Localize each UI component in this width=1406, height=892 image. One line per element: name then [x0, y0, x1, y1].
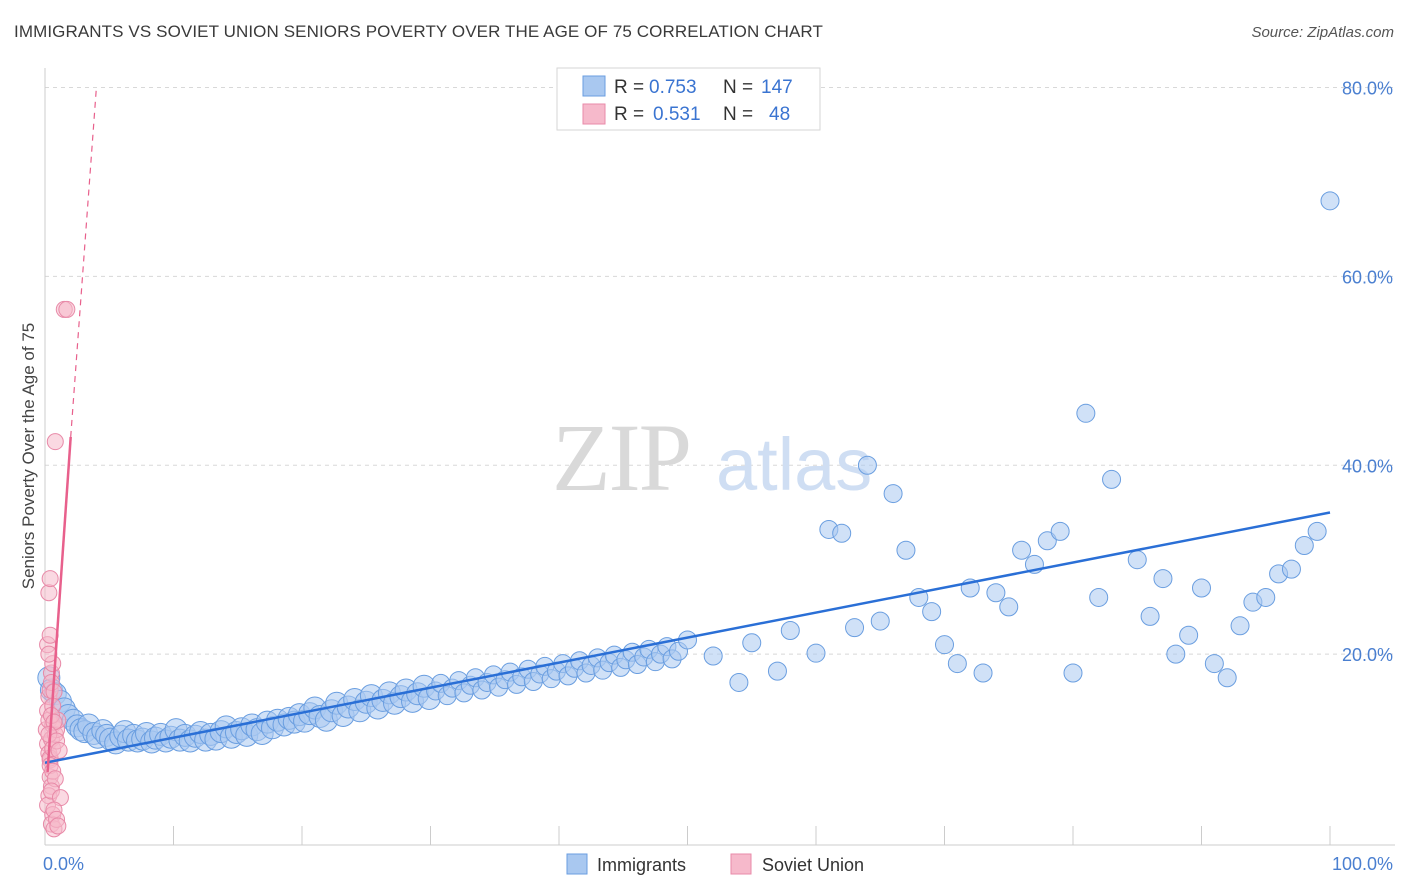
immigrants-point	[1320, 191, 1340, 211]
immigrants-point	[1217, 668, 1237, 688]
immigrants-point	[896, 540, 916, 560]
immigrants-point	[1076, 403, 1096, 423]
source-label: Source: ZipAtlas.com	[1251, 24, 1394, 41]
immigrants-point	[1307, 521, 1327, 541]
soviet-point	[50, 741, 68, 759]
x-tick-labels: 0.0% 100.0%	[43, 854, 1393, 874]
immigrants-point	[1140, 606, 1160, 626]
chart-title: IMMIGRANTS VS SOVIET UNION SENIORS POVER…	[14, 22, 823, 41]
watermark-zip: ZIP	[552, 404, 690, 511]
immigrants-point	[767, 661, 787, 681]
soviet-point	[46, 433, 64, 451]
y-axis-title: Seniors Poverty Over the Age of 75	[19, 323, 38, 589]
x-tick-label-max: 100.0%	[1332, 854, 1393, 874]
immigrants-point	[703, 646, 723, 666]
soviet-point	[58, 300, 76, 318]
y-tick-label: 60.0%	[1342, 267, 1393, 287]
immigrants-point	[1037, 531, 1057, 551]
legend-n-value-2: 48	[769, 104, 790, 125]
bottom-legend-swatch-soviet	[730, 853, 752, 875]
immigrants-point	[1179, 625, 1199, 645]
immigrants-point	[947, 654, 967, 674]
immigrants-point	[1153, 569, 1173, 589]
immigrants-point	[870, 611, 890, 631]
legend-r-label-2: R =	[614, 104, 644, 125]
immigrants-point	[1102, 469, 1122, 489]
immigrants-point	[1050, 521, 1070, 541]
immigrants-point	[883, 484, 903, 504]
immigrants-point	[780, 621, 800, 641]
bottom-legend-swatch-immigrants	[566, 853, 588, 875]
legend-swatch-immigrants	[582, 75, 606, 97]
watermark: ZIP atlas	[552, 404, 872, 511]
legend-r-value-1: 0.753	[649, 77, 697, 98]
y-tick-labels: 20.0% 40.0% 60.0% 80.0%	[1342, 79, 1393, 666]
legend-r-label-1: R =	[614, 77, 644, 98]
immigrants-point	[973, 663, 993, 683]
legend-n-label-1: N =	[723, 77, 753, 98]
immigrants-point	[1204, 654, 1224, 674]
legend-swatch-soviet	[582, 103, 606, 125]
y-tick-label: 80.0%	[1342, 79, 1393, 99]
soviet-point	[41, 570, 59, 588]
immigrants-point	[806, 643, 826, 663]
bottom-legend: Immigrants Soviet Union	[566, 853, 864, 875]
soviet-trend-extension	[70, 87, 97, 437]
immigrants-point	[922, 602, 942, 622]
legend-r-value-2: 0.531	[653, 104, 701, 125]
bottom-legend-soviet: Soviet Union	[762, 855, 864, 875]
watermark-atlas: atlas	[716, 423, 872, 506]
immigrants-point	[1192, 578, 1211, 598]
y-tick-label: 20.0%	[1342, 645, 1393, 665]
soviet-point	[49, 817, 67, 835]
y-tick-label: 40.0%	[1342, 456, 1393, 476]
immigrants-point	[1127, 550, 1147, 570]
bottom-legend-immigrants: Immigrants	[597, 855, 686, 875]
immigrants-point	[1089, 587, 1109, 607]
immigrants-point	[1294, 536, 1314, 556]
immigrants-point	[935, 635, 954, 655]
immigrants-point	[1166, 644, 1186, 664]
immigrants-point	[1256, 587, 1276, 607]
immigrants-point	[742, 633, 762, 653]
immigrants-point	[986, 583, 1006, 603]
soviet-point	[40, 584, 58, 602]
immigrants-point	[845, 618, 865, 638]
legend-n-value-1: 147	[761, 77, 793, 98]
trend-lines	[44, 87, 1331, 773]
immigrants-point	[1012, 540, 1032, 560]
immigrants-point	[999, 597, 1019, 617]
immigrants-point	[832, 523, 852, 543]
immigrants-point	[729, 672, 749, 692]
immigrants-point	[1230, 616, 1250, 636]
immigrants-point	[1063, 663, 1083, 683]
legend-n-label-2: N =	[723, 104, 753, 125]
x-tick-label-min: 0.0%	[43, 854, 84, 874]
immigrants-point	[857, 455, 877, 475]
immigrants-trend-line	[44, 511, 1331, 764]
soviet-trend-line	[46, 436, 72, 773]
legend: R = 0.753 N = 147 R = 0.531 N = 48	[556, 67, 821, 131]
soviet-points	[37, 300, 76, 838]
immigrants-point	[1281, 559, 1301, 579]
gridlines	[45, 87, 1395, 655]
